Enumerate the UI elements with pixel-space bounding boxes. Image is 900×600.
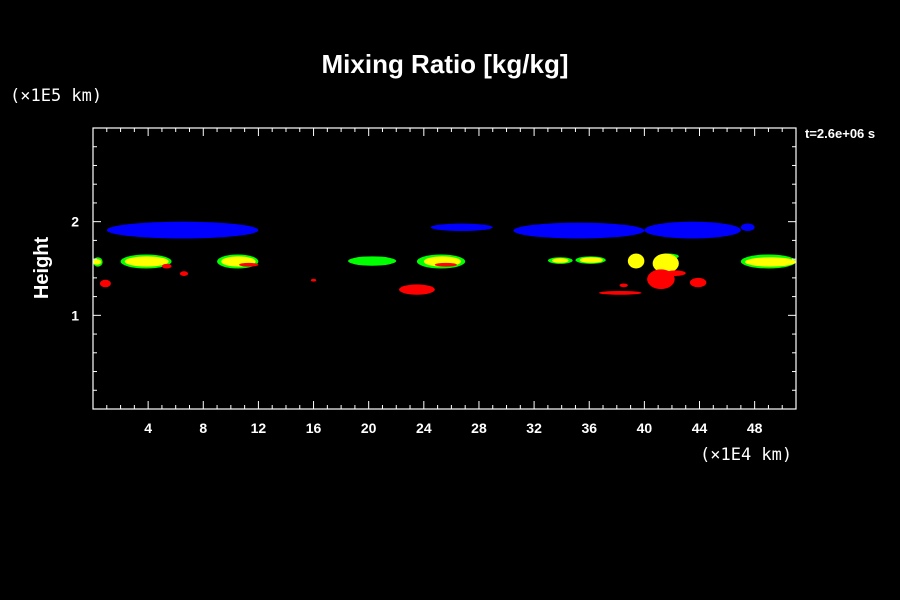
y-tick-label: 1 bbox=[71, 307, 79, 323]
y-axis-unit: (×1E5 km) bbox=[10, 86, 102, 106]
x-tick-label: 40 bbox=[637, 420, 653, 436]
yellow-region bbox=[744, 257, 796, 267]
yellow-region bbox=[124, 256, 169, 267]
yellow-region bbox=[552, 258, 569, 263]
x-axis-unit: (×1E4 km) bbox=[700, 445, 792, 465]
red-region bbox=[619, 283, 628, 288]
red-region bbox=[310, 278, 317, 282]
y-axis-ticks: 12 bbox=[71, 146, 796, 391]
red-region bbox=[665, 270, 686, 276]
red-region bbox=[434, 262, 457, 267]
red-region bbox=[239, 262, 259, 267]
blue-region bbox=[644, 221, 741, 239]
time-label: t=2.6e+06 s bbox=[805, 126, 875, 141]
red-region bbox=[598, 290, 642, 295]
mixing-ratio-regions bbox=[93, 221, 797, 295]
x-axis-ticks: 4 8 12 16 20 24 28 32 36 40 44 48 bbox=[106, 128, 783, 436]
plot-area: 4 8 12 16 20 24 28 32 36 40 44 48 12 bbox=[71, 127, 797, 436]
chart-title: Mixing Ratio [kg/kg] bbox=[322, 49, 569, 79]
red-region bbox=[689, 277, 707, 288]
red-region bbox=[161, 263, 172, 269]
blue-region bbox=[106, 221, 259, 239]
x-tick-label: 44 bbox=[692, 420, 708, 436]
x-tick-label: 28 bbox=[471, 420, 487, 436]
yellow-region bbox=[93, 259, 102, 265]
yellow-region bbox=[627, 253, 645, 269]
x-tick-label: 32 bbox=[526, 420, 542, 436]
y-tick-label: 2 bbox=[71, 214, 79, 230]
x-tick-label: 20 bbox=[361, 420, 377, 436]
red-region bbox=[99, 279, 111, 288]
x-tick-label: 16 bbox=[306, 420, 322, 436]
y-axis-label: Height bbox=[31, 237, 53, 300]
x-tick-label: 8 bbox=[199, 420, 207, 436]
x-tick-label: 4 bbox=[144, 420, 152, 436]
green-region bbox=[348, 256, 397, 266]
x-tick-label: 36 bbox=[581, 420, 597, 436]
yellow-region bbox=[652, 253, 679, 274]
blue-region bbox=[430, 223, 493, 232]
yellow-region bbox=[579, 257, 604, 263]
blue-region bbox=[740, 223, 755, 232]
red-region bbox=[399, 284, 435, 295]
red-region bbox=[179, 271, 189, 276]
x-tick-label: 24 bbox=[416, 420, 432, 436]
plot-frame bbox=[92, 127, 797, 410]
x-tick-label: 12 bbox=[251, 420, 267, 436]
x-tick-label: 48 bbox=[747, 420, 763, 436]
blue-region bbox=[513, 222, 645, 239]
